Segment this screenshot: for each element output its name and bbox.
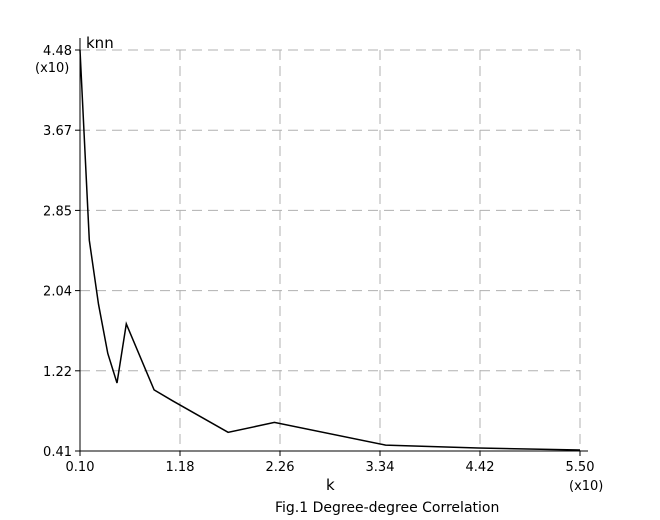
x-tick-label: 0.10 <box>66 460 95 475</box>
x-tick-label: 3.34 <box>366 460 395 475</box>
y-tick-label: 1.22 <box>43 365 72 380</box>
y-tick-label: 0.41 <box>43 445 72 460</box>
y-axis-title: knn <box>86 34 114 52</box>
series-line <box>79 49 581 451</box>
x-tick-label: 4.42 <box>466 460 495 475</box>
y-tick-label: 4.48 <box>43 44 72 59</box>
y-axis-multiplier: (x10) <box>35 61 69 76</box>
y-tick-label: 2.85 <box>43 204 72 219</box>
x-tick-label: 1.18 <box>166 460 195 475</box>
y-tick-label: 3.67 <box>43 124 72 139</box>
x-tick-label: 5.50 <box>566 460 595 475</box>
tick-labels: 0.41 1.22 2.04 2.85 3.67 4.48 0.10 1.18 2.26 3.34… <box>43 44 594 475</box>
x-axis-multiplier: (x10) <box>569 479 603 494</box>
figure-caption: Fig.1 Degree-degree Correlation <box>275 500 499 516</box>
x-axis-title: k <box>326 476 335 494</box>
grid-lines <box>80 49 581 451</box>
tick-marks <box>75 49 581 456</box>
y-tick-label: 2.04 <box>43 285 72 300</box>
x-tick-label: 2.26 <box>266 460 295 475</box>
